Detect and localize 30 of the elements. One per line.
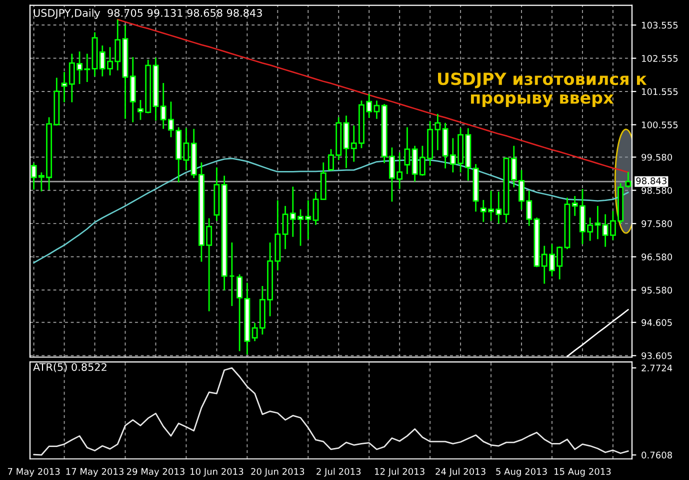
y-tick-label: 99.580 bbox=[642, 154, 672, 161]
x-tick-label: 15 Aug 2013 bbox=[554, 468, 611, 477]
candlestick bbox=[312, 192, 319, 226]
x-tick-label: 10 Jun 2013 bbox=[190, 468, 244, 477]
y-tick-label: 93.605 bbox=[642, 352, 672, 360]
y-tick-label: 2.7724 bbox=[642, 364, 672, 372]
x-tick-label: 20 Jun 2013 bbox=[251, 468, 304, 477]
x-tick-label: 29 May 2013 bbox=[126, 468, 184, 477]
y-tick-label: 98.580 bbox=[642, 187, 672, 194]
chart-title: ATR(5) 0.8522 bbox=[33, 362, 106, 372]
line-series bbox=[116, 18, 629, 174]
y-tick-label: 95.580 bbox=[642, 286, 672, 294]
x-tick-label: 12 Jul 2013 bbox=[375, 468, 424, 477]
y-tick-label: 0.7608 bbox=[642, 452, 672, 459]
y-tick-label: 103.555 bbox=[642, 22, 678, 29]
y-tick-label: 94.605 bbox=[642, 319, 672, 326]
candlestick bbox=[404, 126, 410, 175]
y-tick-label: 96.580 bbox=[642, 254, 672, 260]
ref-line-label: 98.843 bbox=[636, 177, 666, 184]
x-tick-label: 17 May 2013 bbox=[66, 468, 124, 477]
y-tick-label: 97.580 bbox=[642, 220, 672, 228]
chart-title: USDJPY,Daily 98.705 99.131 98.658 98.843 bbox=[34, 8, 262, 19]
y-tick-label: 101.555 bbox=[642, 88, 678, 96]
x-tick-label: 5 Aug 2013 bbox=[496, 468, 547, 477]
x-tick-label: 24 Jul 2013 bbox=[436, 468, 486, 477]
x-tick-label: 7 May 2013 bbox=[8, 468, 60, 477]
y-tick-label: 102.555 bbox=[642, 55, 678, 62]
candlestick bbox=[228, 242, 235, 307]
x-tick-label: 2 Jul 2013 bbox=[316, 468, 361, 477]
y-tick-label: 100.555 bbox=[642, 121, 678, 128]
